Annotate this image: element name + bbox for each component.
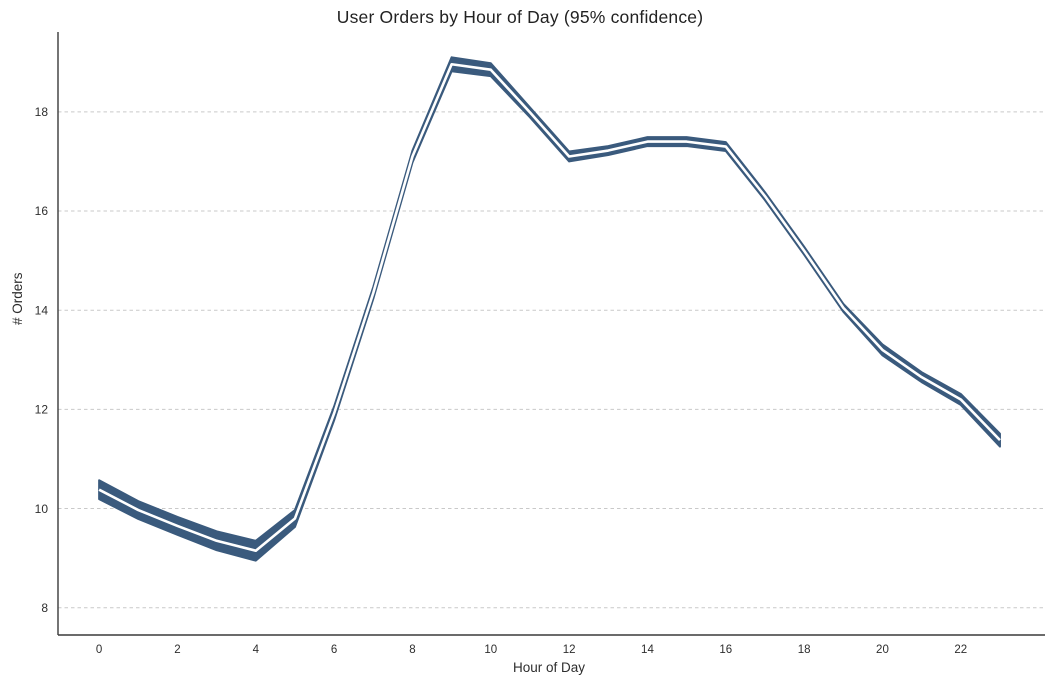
y-tick-label-16: 16 bbox=[35, 204, 49, 218]
x-axis-label: Hour of Day bbox=[512, 660, 586, 675]
x-tick-label-12: 12 bbox=[563, 644, 576, 656]
x-tick-label-0: 0 bbox=[96, 644, 102, 656]
x-tick-label-2: 2 bbox=[174, 644, 180, 656]
x-tick-label-20: 20 bbox=[876, 644, 889, 656]
x-tick-label-18: 18 bbox=[798, 644, 811, 656]
x-tick-label-6: 6 bbox=[331, 644, 337, 656]
y-tick-label-10: 10 bbox=[35, 502, 49, 516]
x-tick-label-8: 8 bbox=[409, 644, 415, 656]
x-tick-label-10: 10 bbox=[484, 644, 497, 656]
y-tick-label-14: 14 bbox=[35, 303, 49, 317]
y-tick-label-18: 18 bbox=[35, 105, 49, 119]
confidence-band bbox=[98, 56, 1001, 562]
chart-title: User Orders by Hour of Day (95% confiden… bbox=[336, 7, 704, 27]
x-tick-label-4: 4 bbox=[253, 644, 260, 656]
y-tick-label-12: 12 bbox=[35, 403, 49, 417]
x-tick-label-14: 14 bbox=[641, 644, 654, 656]
x-tick-label-16: 16 bbox=[719, 644, 732, 656]
y-tick-label-8: 8 bbox=[41, 601, 48, 615]
mean-line bbox=[98, 62, 1001, 553]
x-tick-label-22: 22 bbox=[954, 644, 967, 656]
